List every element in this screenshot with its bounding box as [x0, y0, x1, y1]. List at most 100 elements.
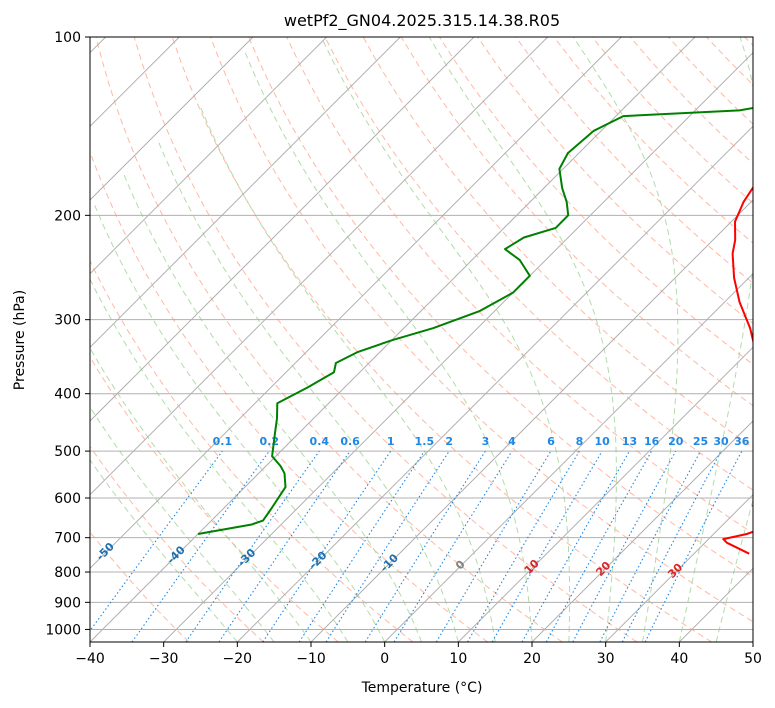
mixing-ratio-line [325, 450, 450, 642]
dry-adiabat-line [286, 37, 753, 534]
isotherm-line [605, 493, 753, 642]
mixing-ratio-label: 0.4 [310, 435, 330, 448]
moist-adiabat-line [157, 141, 459, 642]
moist-adiabat-line [572, 37, 679, 642]
mixing-ratio-line [131, 450, 270, 642]
mixing-ratio-line [545, 450, 653, 642]
y-tick-label: 700 [54, 531, 81, 547]
y-tick-label: 600 [54, 491, 81, 507]
moist-adiabat-line [90, 406, 275, 642]
isotherm-line [90, 37, 254, 201]
dry-adiabat-label: 20 [593, 559, 613, 579]
x-tick-label: −20 [223, 651, 253, 667]
y-tick-label: 900 [54, 595, 81, 611]
mixing-ratio-line [393, 450, 513, 642]
mixing-ratio-label: 1.5 [415, 435, 435, 448]
isotherm-line [531, 420, 753, 642]
y-tick-label: 200 [54, 208, 81, 224]
x-tick-label: −40 [75, 651, 105, 667]
mixing-ratio-label: 0.1 [213, 435, 233, 448]
isotherm-line [90, 37, 401, 349]
dry-adiabat-label: -50 [94, 540, 117, 563]
isotherm-line [236, 125, 753, 642]
mixing-ratio-line [572, 450, 677, 642]
moist-adiabat-line [90, 347, 312, 642]
x-tick-label: −30 [149, 651, 179, 667]
dry-adiabat-line [95, 37, 563, 642]
mixing-ratio-label: 0.2 [260, 435, 280, 448]
mixing-ratio-label: 3 [482, 435, 490, 448]
moist-adiabat-line [92, 201, 386, 642]
y-axis-title: Pressure (hPa) [12, 290, 28, 390]
mixing-ratio-line [521, 450, 630, 642]
dry-adiabat-line [706, 37, 753, 86]
y-axis: 100 200 300 400 500 600 700 800 900 1000 [45, 30, 90, 638]
mixing-ratio-line [364, 450, 486, 642]
y-tick-label: 500 [54, 444, 81, 460]
mixing-ratio-label: 6 [547, 435, 555, 448]
dry-adiabat-line [90, 150, 488, 642]
mixing-ratio-line [218, 450, 351, 642]
dry-adiabat-line [90, 356, 339, 642]
x-tick-label: 10 [449, 651, 467, 667]
dry-adiabat-line [553, 37, 753, 244]
mixing-ratio-line [435, 450, 552, 642]
isotherm-line [163, 51, 753, 642]
dry-adiabat-line [515, 37, 753, 284]
y-tick-label: 800 [54, 565, 81, 581]
mixing-ratio-label: 36 [734, 435, 750, 448]
isotherm-line [384, 272, 753, 642]
moist-adiabat-line [715, 497, 753, 642]
mixing-ratio-line [467, 450, 580, 642]
moist-adiabat-line [678, 37, 753, 642]
isotherm-line [90, 37, 622, 570]
mixing-ratio-label: 13 [622, 435, 637, 448]
y-tick-label: 100 [54, 30, 81, 46]
dry-adiabat-line [324, 37, 753, 491]
x-axis-title: Temperature (°C) [361, 680, 483, 696]
dry-adiabat-line [744, 37, 753, 47]
mixing-ratio-label: 0.6 [340, 435, 360, 448]
dry-adiabat-line [133, 37, 638, 642]
y-tick-label: 1000 [45, 622, 81, 638]
moist-adiabat-line [428, 37, 617, 642]
mixing-ratio-label: 2 [445, 435, 453, 448]
dry-adiabat-label: 10 [522, 557, 542, 577]
mixing-ratio-label: 8 [576, 435, 584, 448]
x-tick-label: 20 [523, 651, 541, 667]
x-tick-label: −10 [296, 651, 326, 667]
moist-adiabat-line [123, 173, 422, 642]
dry-adiabat-line [90, 531, 190, 642]
mixing-ratio-label: 30 [713, 435, 729, 448]
dewpoint-profile-line [197, 106, 753, 535]
dry-adiabat-line [591, 37, 753, 204]
x-tick-label: 40 [670, 651, 688, 667]
moist-adiabat-line [90, 459, 238, 642]
mixing-ratio-label: 1 [387, 435, 395, 448]
dry-adiabat-line [90, 259, 414, 642]
dry-adiabat-label: 30 [665, 561, 685, 581]
dry-adiabat-line [248, 37, 753, 578]
isotherm-line [90, 37, 549, 496]
x-axis: −40 −30 −20 −10 0 10 20 30 40 50 [75, 642, 762, 667]
isotherm-line [90, 37, 328, 275]
mixing-ratio-line [262, 450, 392, 642]
mixing-ratio-line [90, 450, 223, 632]
mixing-ratio-label: 20 [668, 435, 684, 448]
x-tick-label: 30 [597, 651, 615, 667]
dry-adiabat-line [90, 445, 264, 642]
moist-adiabat-line [243, 49, 533, 642]
mixing-ratio-line [298, 450, 425, 642]
isotherm-line [752, 641, 753, 642]
isotherm-line [457, 346, 753, 642]
chart-title: wetPf2_GN04.2025.315.14.38.R05 [284, 11, 560, 31]
plot-frame [89, 36, 754, 643]
mixing-ratio-label: 10 [594, 435, 610, 448]
y-tick-label: 400 [54, 387, 81, 403]
y-tick-label: 300 [54, 313, 81, 329]
dry-adiabat-line [210, 37, 753, 623]
mixing-ratio-label: 4 [508, 435, 516, 448]
mixing-ratio-line [644, 450, 743, 642]
moist-adiabat-line [320, 37, 571, 642]
